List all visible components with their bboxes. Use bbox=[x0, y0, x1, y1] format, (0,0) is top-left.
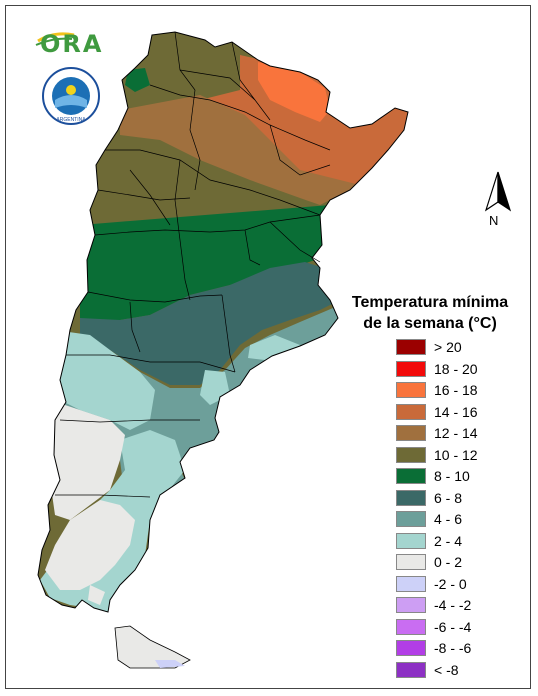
legend-title: Temperatura mínima de la semana (°C) bbox=[335, 292, 525, 334]
legend-label: 0 - 2 bbox=[434, 554, 463, 570]
legend-swatch bbox=[396, 597, 426, 613]
legend-swatch bbox=[396, 532, 426, 549]
north-label: N bbox=[489, 213, 499, 228]
legend-label: -2 - 0 bbox=[434, 575, 467, 592]
legend-label: -8 - -6 bbox=[434, 640, 472, 656]
ora-logo-text: ORA bbox=[40, 30, 104, 58]
legend-label: -6 - -4 bbox=[434, 618, 472, 635]
smn-logo-country: ARGENTINA bbox=[56, 117, 86, 123]
legend-label: < -8 bbox=[434, 661, 459, 678]
legend-label: 4 - 6 bbox=[434, 511, 463, 527]
legend-swatch bbox=[396, 425, 426, 441]
legend-swatch bbox=[396, 661, 426, 678]
legend-title-line2: de la semana (°C) bbox=[363, 315, 497, 332]
legend-swatch bbox=[396, 575, 426, 592]
legend-swatch bbox=[396, 640, 426, 656]
smn-logo: ARGENTINA bbox=[42, 67, 100, 125]
legend-swatch bbox=[396, 554, 426, 570]
legend-label: 8 - 10 bbox=[434, 468, 470, 484]
legend-swatch bbox=[396, 360, 426, 377]
legend-label: 10 - 12 bbox=[434, 446, 478, 463]
ora-logo bbox=[35, 32, 75, 46]
legend-swatch bbox=[396, 489, 426, 506]
legend-swatch bbox=[396, 446, 426, 463]
legend-swatch bbox=[396, 382, 426, 398]
legend-swatch bbox=[396, 339, 426, 355]
legend-title-line1: Temperatura mínima bbox=[351, 294, 509, 311]
legend-label: 12 - 14 bbox=[434, 425, 478, 441]
legend-label: 6 - 8 bbox=[434, 489, 463, 506]
legend-swatch bbox=[396, 511, 426, 527]
legend-label: -4 - -2 bbox=[434, 597, 472, 613]
legend-swatch bbox=[396, 468, 426, 484]
legend-swatch bbox=[396, 618, 426, 635]
legend-label: 14 - 16 bbox=[434, 403, 478, 420]
legend-label: 16 - 18 bbox=[434, 382, 478, 398]
legend-label: > 20 bbox=[434, 339, 462, 355]
legend-label: 18 - 20 bbox=[434, 360, 478, 377]
legend-swatch bbox=[396, 403, 426, 420]
legend-label: 2 - 4 bbox=[434, 532, 463, 549]
north-arrow-icon bbox=[484, 171, 512, 212]
